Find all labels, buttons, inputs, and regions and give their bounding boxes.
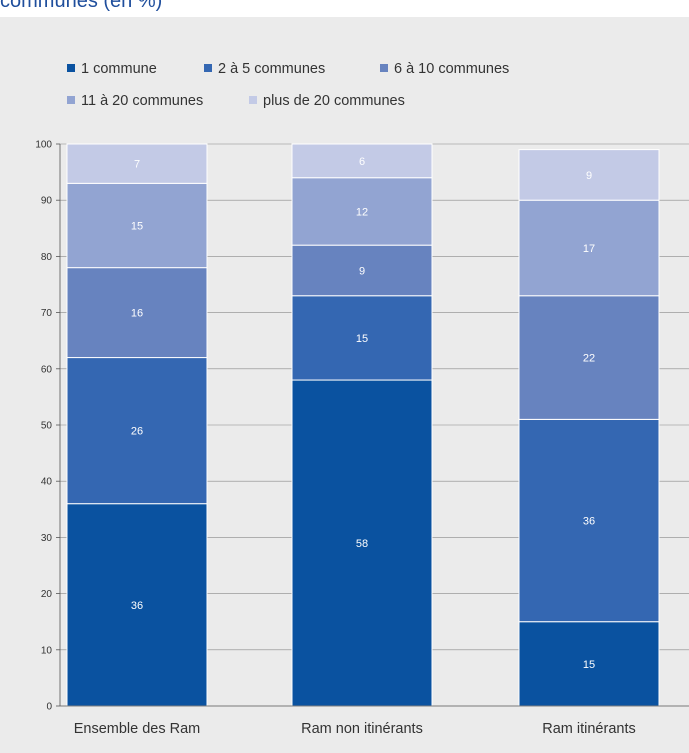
bar-ensemble-des-ram-plus-de-20-communes <box>66 143 208 184</box>
bar-ensemble-des-ram-6-a-10-communes <box>66 267 208 359</box>
legend-label-6-a-10-communes: 6 à 10 communes <box>394 61 509 77</box>
bar-ram-non-itinerants-11-a-20-communes <box>291 177 433 246</box>
bar-ram-itinerants-1-commune <box>518 621 660 707</box>
chart-panel: 36 26 16 15 7 58 15 9 12 6 15 36 22 17 9 0 10 20 30 40 50 60… <box>4 17 689 753</box>
bar-ram-itinerants-plus-de-20-communes <box>518 149 660 201</box>
data-label-ram-itinerants-1-commune: 15 <box>583 659 595 671</box>
data-label-ram-itinerants-2-a-5-communes: 36 <box>583 516 595 528</box>
legend-swatch-6-a-10-communes <box>380 64 388 72</box>
data-label-ram-non-itinerants-11-a-20-communes: 12 <box>356 206 368 218</box>
data-label-ram-itinerants-6-a-10-communes: 22 <box>583 353 595 365</box>
data-label-ensemble-des-ram-11-a-20-communes: 15 <box>131 220 143 232</box>
data-label-ram-non-itinerants-1-commune: 58 <box>356 538 368 550</box>
y-tick-label-90: 90 <box>41 196 53 207</box>
bar-ram-non-itinerants-plus-de-20-communes <box>291 143 433 179</box>
legend-swatch-1-commune <box>67 64 75 72</box>
axes: 0 10 20 30 40 50 60 70 80 90 100 Ensemble des Ram Ra… <box>35 140 689 737</box>
data-label-ram-itinerants-plus-de-20-communes: 9 <box>586 170 592 182</box>
data-label-ram-non-itinerants-6-a-10-communes: 9 <box>359 265 365 277</box>
y-tick-label-80: 80 <box>41 252 53 263</box>
data-label-ensemble-des-ram-plus-de-20-communes: 7 <box>134 159 140 171</box>
bar-ensemble-des-ram-11-a-20-communes <box>66 182 208 269</box>
legend-label-11-a-20-communes: 11 à 20 communes <box>81 93 203 109</box>
legend-swatch-2-a-5-communes <box>204 64 212 72</box>
data-label-ram-non-itinerants-plus-de-20-communes: 6 <box>359 156 365 168</box>
header-strip: communes (en %) <box>0 0 689 17</box>
y-tick-label-100: 100 <box>35 140 52 151</box>
bar-ram-non-itinerants-6-a-10-communes <box>291 244 433 297</box>
data-label-ensemble-des-ram-6-a-10-communes: 16 <box>131 308 143 320</box>
y-tick-label-40: 40 <box>41 477 53 488</box>
chart-title: communes (en %) <box>0 0 163 12</box>
legend-label-1-commune: 1 commune <box>81 61 157 77</box>
stacked-bar-chart: 36 26 16 15 7 58 15 9 12 6 15 36 22 17 9 0 10 20 30 40 50 60… <box>35 61 689 737</box>
legend-label-2-a-5-communes: 2 à 5 communes <box>218 61 325 77</box>
legend: 1 commune 2 à 5 communes 6 à 10 communes 11… <box>67 61 509 109</box>
y-tick-label-50: 50 <box>41 421 53 432</box>
x-category-label-ram-non-itinerants: Ram non itinérants <box>301 721 423 737</box>
data-label-ram-non-itinerants-2-a-5-communes: 15 <box>356 333 368 345</box>
data-label-ram-itinerants-11-a-20-communes: 17 <box>583 243 595 255</box>
data-label-ensemble-des-ram-2-a-5-communes: 26 <box>131 426 143 438</box>
y-tick-label-10: 10 <box>41 645 53 656</box>
y-tick-label-20: 20 <box>41 589 53 600</box>
data-label-ensemble-des-ram-1-commune: 36 <box>131 600 143 612</box>
x-category-label-ram-itinerants: Ram itinérants <box>542 721 635 737</box>
y-tick-label-0: 0 <box>46 702 52 713</box>
bar-ram-itinerants-2-a-5-communes <box>518 418 660 623</box>
bar-ensemble-des-ram-2-a-5-communes <box>66 357 208 505</box>
bar-ram-non-itinerants-1-commune <box>291 379 433 707</box>
bars <box>66 143 660 707</box>
bar-ram-non-itinerants-2-a-5-communes <box>291 295 433 381</box>
y-tick-label-60: 60 <box>41 364 53 375</box>
y-tick-label-70: 70 <box>41 308 53 319</box>
x-category-label-ensemble-des-ram: Ensemble des Ram <box>74 721 201 737</box>
data-labels: 36 26 16 15 7 58 15 9 12 6 15 36 22 17 9 <box>131 156 595 671</box>
legend-label-plus-de-20-communes: plus de 20 communes <box>263 93 405 109</box>
y-tick-label-30: 30 <box>41 533 53 544</box>
legend-swatch-11-a-20-communes <box>67 96 75 104</box>
bar-ram-itinerants-6-a-10-communes <box>518 295 660 420</box>
legend-swatch-plus-de-20-communes <box>249 96 257 104</box>
